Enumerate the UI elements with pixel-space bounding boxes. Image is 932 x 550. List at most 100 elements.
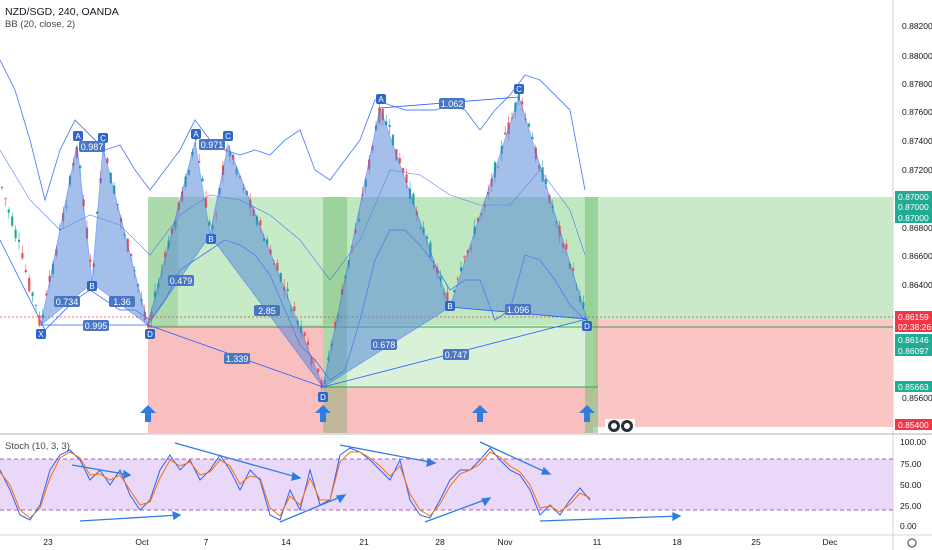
ratio-badge bbox=[79, 141, 105, 152]
pattern-point-label: B bbox=[208, 235, 213, 244]
candle-body bbox=[293, 306, 296, 312]
up-arrow-icon bbox=[472, 405, 488, 422]
ratio-label: 0.479 bbox=[170, 276, 193, 286]
profit-zone-extended[interactable] bbox=[593, 197, 893, 319]
ratio-label: 0.678 bbox=[373, 340, 396, 350]
price-tag-label: 0.87000 bbox=[898, 213, 929, 223]
candle-body bbox=[147, 324, 150, 328]
pattern-point-label: B bbox=[447, 302, 452, 311]
candle-body bbox=[463, 256, 466, 258]
candle-body bbox=[425, 236, 429, 239]
pattern-point-label: A bbox=[193, 130, 199, 139]
symbol-title[interactable]: NZD/SGD, 240, OANDA bbox=[5, 6, 119, 18]
candle-body bbox=[565, 244, 568, 250]
price-tick-label: 0.86800 bbox=[902, 223, 932, 233]
price-tick-label: 0.88200 bbox=[902, 21, 932, 31]
stoch-tick-label: 75.00 bbox=[900, 459, 922, 469]
loss-zone-extended[interactable] bbox=[593, 319, 893, 427]
ratio-label: 0.995 bbox=[85, 321, 108, 331]
stoch-band bbox=[0, 459, 893, 510]
time-tick-label: Oct bbox=[135, 537, 149, 547]
candle-body bbox=[153, 291, 157, 298]
candle-body bbox=[276, 262, 279, 271]
entry-column-highlight bbox=[585, 197, 598, 433]
pattern-point-badge bbox=[582, 321, 592, 331]
candle-body bbox=[130, 253, 133, 256]
up-arrow-icon bbox=[140, 405, 156, 422]
gear-icon[interactable] bbox=[907, 538, 917, 548]
pattern-point-labels: X A B C D A B C D A B C D bbox=[36, 84, 592, 402]
candle-body bbox=[0, 186, 4, 189]
stoch-tick-label: 50.00 bbox=[900, 480, 922, 490]
candle-body bbox=[527, 123, 531, 127]
ratio-badge bbox=[199, 139, 225, 150]
price-tag bbox=[895, 381, 932, 392]
stoch-tick-label: 25.00 bbox=[900, 501, 922, 511]
harmonic-patterns[interactable] bbox=[40, 95, 588, 389]
candle-body bbox=[303, 332, 306, 337]
price-tag-label: 0.87000 bbox=[898, 192, 929, 202]
price-tick-label: 0.85600 bbox=[902, 393, 932, 403]
candle-body bbox=[453, 290, 456, 292]
ratio-badge bbox=[443, 349, 469, 360]
pattern-point-badge bbox=[445, 301, 455, 311]
price-tag-label: 0.85663 bbox=[898, 382, 929, 392]
candle-body bbox=[402, 168, 405, 172]
candle-body bbox=[89, 259, 92, 262]
candle-body bbox=[204, 198, 208, 208]
candle-body bbox=[266, 239, 269, 245]
pattern-point-label: B bbox=[89, 282, 94, 291]
pattern-point-badge bbox=[191, 129, 201, 139]
candle-body bbox=[11, 216, 14, 226]
ratio-label: 0.987 bbox=[81, 142, 104, 152]
candle-body bbox=[17, 239, 21, 243]
time-tick-label: 18 bbox=[672, 537, 682, 547]
time-tick-label: 11 bbox=[593, 537, 602, 547]
time-tick-label: 21 bbox=[359, 537, 369, 547]
price-tick-label: 0.87600 bbox=[902, 107, 932, 117]
price-tag bbox=[895, 201, 932, 212]
time-axis[interactable]: 23 Oct 7 14 21 28 Nov 11 18 25 Dec bbox=[43, 537, 838, 547]
price-axis[interactable]: 0.88200 0.88000 0.87800 0.87600 0.87400 0.872… bbox=[902, 21, 932, 403]
time-tick-label: Dec bbox=[822, 537, 838, 547]
price-tick-label: 0.86600 bbox=[902, 251, 932, 261]
pattern-point-badge bbox=[145, 329, 155, 339]
ratio-label: 1.339 bbox=[226, 354, 249, 364]
candle-body bbox=[300, 325, 303, 333]
candle-body bbox=[198, 161, 201, 163]
stochastic-pane[interactable] bbox=[0, 441, 893, 523]
price-tag bbox=[895, 212, 932, 223]
ratio-label: 1.36 bbox=[113, 297, 131, 307]
pattern-point-badge bbox=[36, 329, 46, 339]
candle-body bbox=[201, 178, 204, 182]
time-tick-label: 25 bbox=[751, 537, 761, 547]
candle-body bbox=[106, 158, 109, 163]
pattern-point-badge bbox=[98, 133, 108, 143]
ratio-badge bbox=[439, 98, 465, 109]
candle-body bbox=[521, 101, 524, 105]
buy-arrows[interactable] bbox=[140, 405, 595, 422]
loss-zone-2[interactable] bbox=[323, 387, 593, 433]
candle-body bbox=[391, 134, 395, 146]
pattern-ratio-labels: 0.987 0.734 1.36 0.995 0.971 0.479 2.85 1.339 1.… bbox=[54, 98, 531, 364]
candle-body bbox=[544, 178, 548, 184]
candle-body bbox=[388, 125, 391, 127]
price-tag bbox=[895, 321, 932, 332]
price-tag-label: 0.86097 bbox=[898, 346, 929, 356]
candle-body bbox=[28, 277, 31, 292]
emoji-icons[interactable] bbox=[605, 419, 635, 433]
ratio-badge bbox=[168, 275, 194, 286]
pattern-point-badge bbox=[73, 131, 83, 141]
stoch-axis[interactable]: 100.00 75.00 50.00 25.00 0.00 bbox=[900, 437, 926, 531]
ratio-label: 0.734 bbox=[56, 297, 79, 307]
candle-body bbox=[476, 217, 480, 222]
up-arrow-icon bbox=[579, 405, 595, 422]
bb-indicator-label[interactable]: BB (20, close, 2) bbox=[5, 19, 76, 30]
candle-body bbox=[531, 137, 534, 140]
stoch-indicator-label[interactable]: Stoch (10, 3, 3) bbox=[5, 441, 70, 452]
candle-body bbox=[456, 278, 459, 280]
candle-body bbox=[504, 132, 507, 135]
pattern-point-label: C bbox=[100, 134, 106, 143]
ratio-label: 0.747 bbox=[445, 350, 468, 360]
